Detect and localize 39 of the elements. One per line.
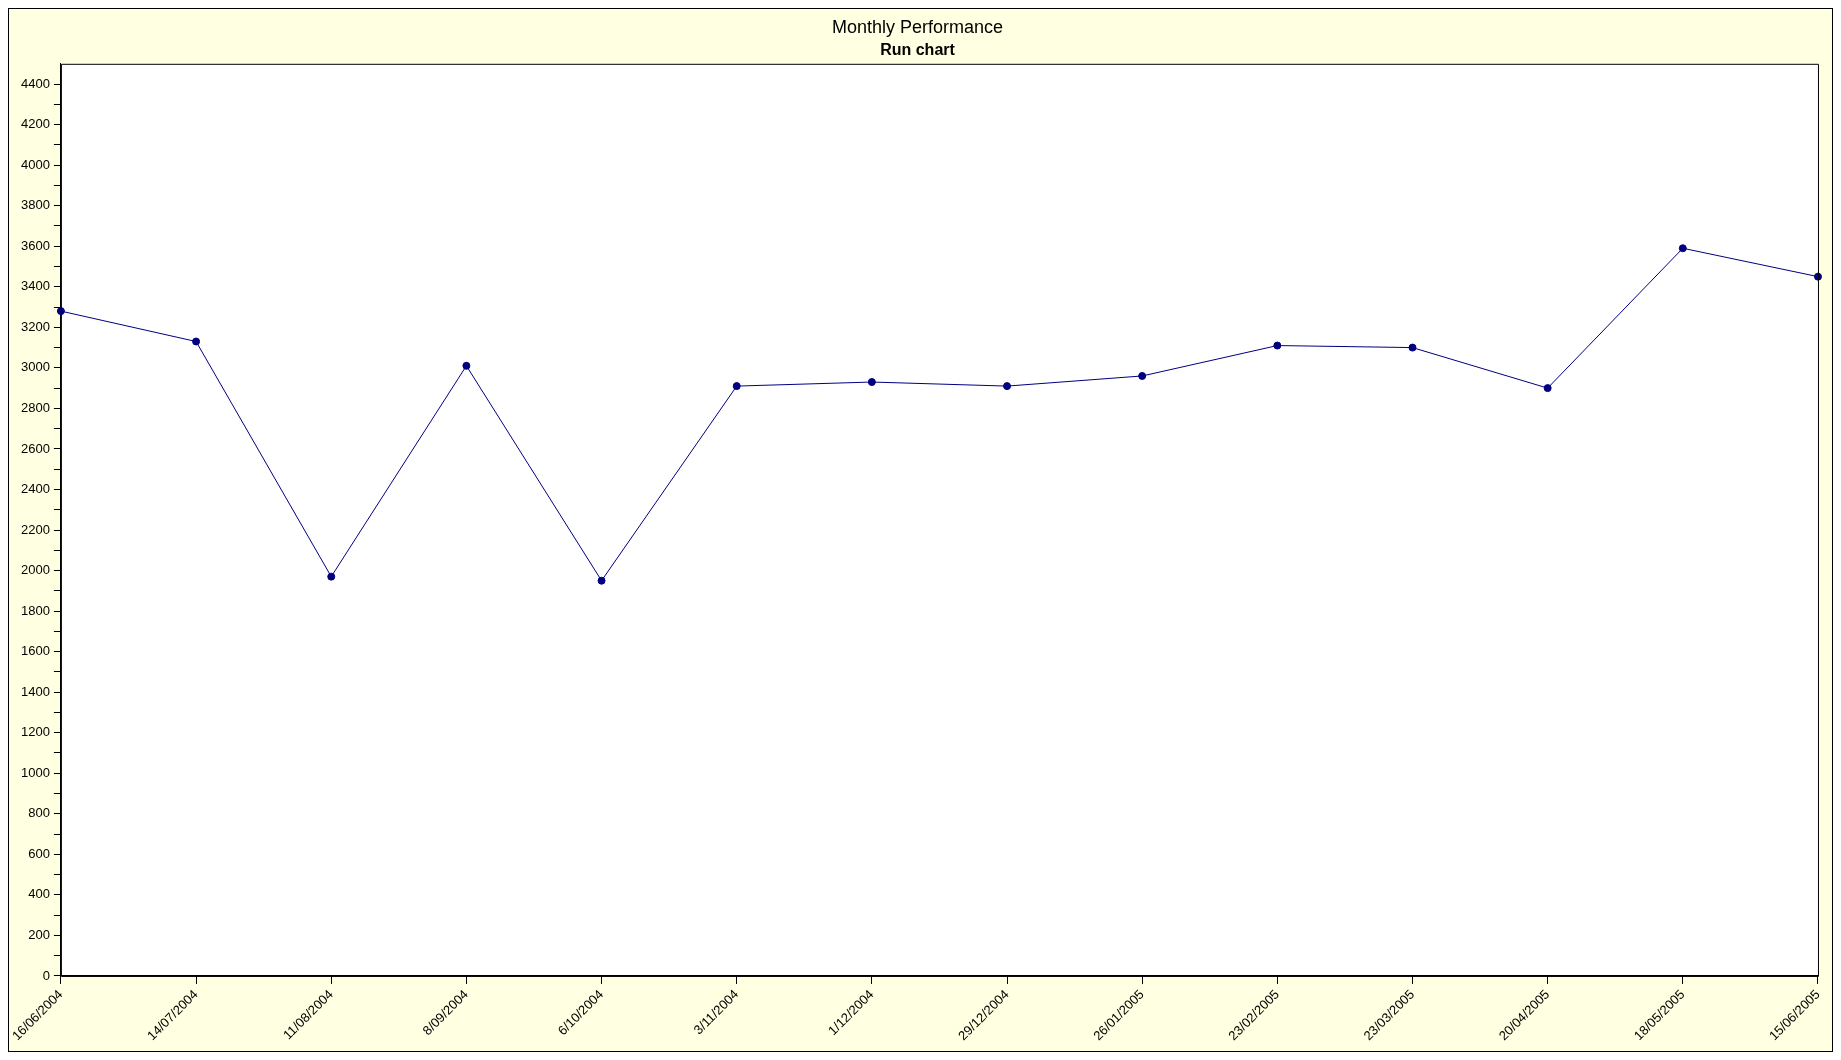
point: [327, 572, 336, 581]
y-tick-label: 3400: [21, 278, 50, 294]
point: [56, 307, 65, 316]
y-tick-label: 1600: [21, 643, 50, 659]
point: [1138, 371, 1147, 380]
point: [462, 361, 471, 370]
chart-title: Monthly Performance: [831, 16, 1004, 37]
y-tick-label: 1800: [21, 602, 50, 618]
y-tick-label: 4400: [21, 75, 50, 91]
y-tick-label: 2800: [21, 399, 50, 415]
y-tick-label: 3800: [21, 197, 50, 213]
point: [192, 337, 201, 346]
y-tick-label: 4200: [21, 116, 50, 132]
y-tick-label: 1200: [21, 724, 50, 740]
point: [1678, 244, 1687, 253]
point: [1813, 272, 1822, 281]
y-tick-label: 0: [42, 967, 50, 983]
point: [1408, 343, 1417, 352]
y-tick-label: 3600: [21, 237, 50, 253]
y-tick-label: 800: [28, 805, 50, 821]
y-tick-label: 2000: [21, 562, 50, 578]
point: [597, 576, 606, 585]
y-tick-label: 1000: [21, 764, 50, 780]
y-tick-label: 4000: [21, 156, 50, 172]
chart-subtitle: Run chart: [880, 40, 956, 58]
y-tick-label: 2200: [21, 521, 50, 537]
y-tick-label: 200: [28, 927, 50, 942]
point: [1003, 382, 1012, 391]
y-tick-label: 2400: [21, 481, 50, 497]
y-tick-label: 3000: [21, 359, 50, 375]
point: [867, 378, 876, 387]
y-tick-label: 1400: [21, 683, 50, 699]
y-tick-label: 400: [28, 886, 50, 902]
y-tick-label: 2600: [21, 440, 50, 456]
point: [1273, 341, 1282, 350]
y-tick-label: 600: [28, 845, 50, 861]
point: [732, 382, 741, 391]
y-tick-label: 3200: [21, 318, 50, 334]
point: [1543, 384, 1552, 393]
